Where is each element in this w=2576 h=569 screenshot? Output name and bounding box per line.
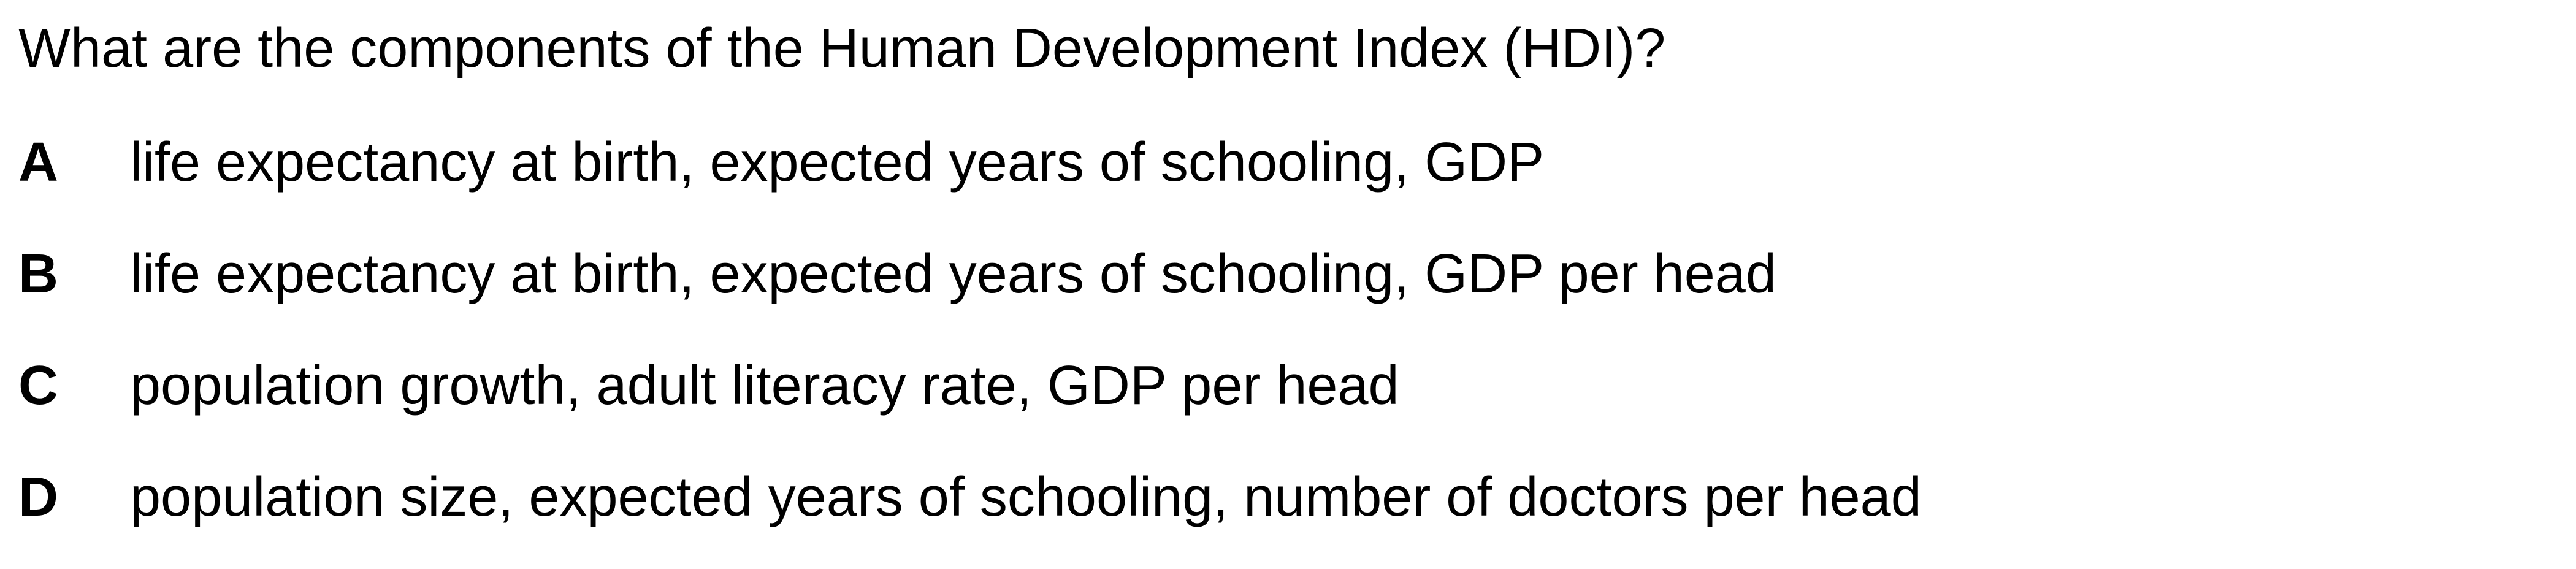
- option-letter: B: [18, 243, 58, 305]
- option-c: C population growth, adult literacy rate…: [18, 346, 1922, 457]
- option-b: B life expectancy at birth, expected yea…: [18, 234, 1922, 346]
- option-letter: A: [18, 132, 58, 193]
- answer-options: A life expectancy at birth, expected yea…: [18, 123, 1922, 569]
- option-text: life expectancy at birth, expected years…: [130, 132, 1545, 193]
- option-a: A life expectancy at birth, expected yea…: [18, 123, 1922, 234]
- option-text: population growth, adult literacy rate, …: [130, 355, 1399, 416]
- option-text: population size, expected years of schoo…: [130, 467, 1922, 528]
- question-text: What are the components of the Human Dev…: [18, 18, 1666, 79]
- option-letter: C: [18, 355, 58, 416]
- option-d: D population size, expected years of sch…: [18, 457, 1922, 569]
- option-text: life expectancy at birth, expected years…: [130, 243, 1776, 305]
- option-letter: D: [18, 467, 58, 528]
